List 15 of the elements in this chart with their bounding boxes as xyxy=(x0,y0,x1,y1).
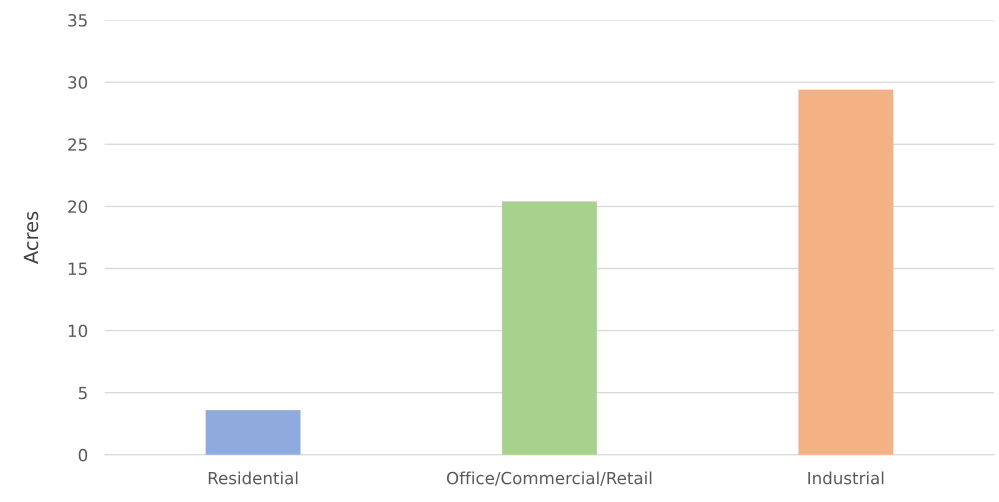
y-tick-label: 5 xyxy=(78,386,87,400)
y-tick-label: 35 xyxy=(68,14,87,27)
y-tick-label: 15 xyxy=(68,262,87,276)
x-tick-label: Residential xyxy=(208,471,298,484)
x-tick-label: Industrial xyxy=(808,471,884,484)
bar xyxy=(798,90,894,455)
bar xyxy=(502,201,597,455)
y-tick-label: 0 xyxy=(78,448,88,462)
bar xyxy=(206,410,300,455)
x-tick-label: Office/Commercial/Retail xyxy=(446,471,652,486)
y-tick-label: 25 xyxy=(68,138,87,151)
y-tick-label: 10 xyxy=(68,324,88,338)
y-tick-label: 20 xyxy=(68,200,88,213)
y-axis-title: Acres xyxy=(24,212,38,264)
y-tick-label: 30 xyxy=(68,76,88,89)
